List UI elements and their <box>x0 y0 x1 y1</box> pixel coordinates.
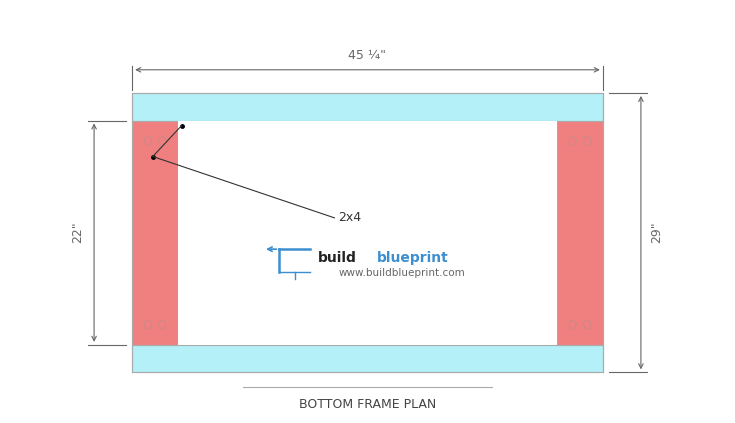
Text: build: build <box>318 250 357 265</box>
Text: BOTTOM FRAME PLAN: BOTTOM FRAME PLAN <box>299 398 436 412</box>
Bar <box>132 93 603 121</box>
Text: 2x4: 2x4 <box>338 212 361 224</box>
Text: 29": 29" <box>650 222 664 244</box>
Bar <box>557 121 603 345</box>
Bar <box>132 93 603 372</box>
Text: www.buildblueprint.com: www.buildblueprint.com <box>338 268 465 278</box>
Text: blueprint: blueprint <box>377 250 449 265</box>
Text: 45 ¼": 45 ¼" <box>348 49 387 62</box>
Bar <box>132 345 603 372</box>
Text: 22": 22" <box>71 222 85 244</box>
Bar <box>178 121 557 345</box>
Bar <box>132 121 178 345</box>
